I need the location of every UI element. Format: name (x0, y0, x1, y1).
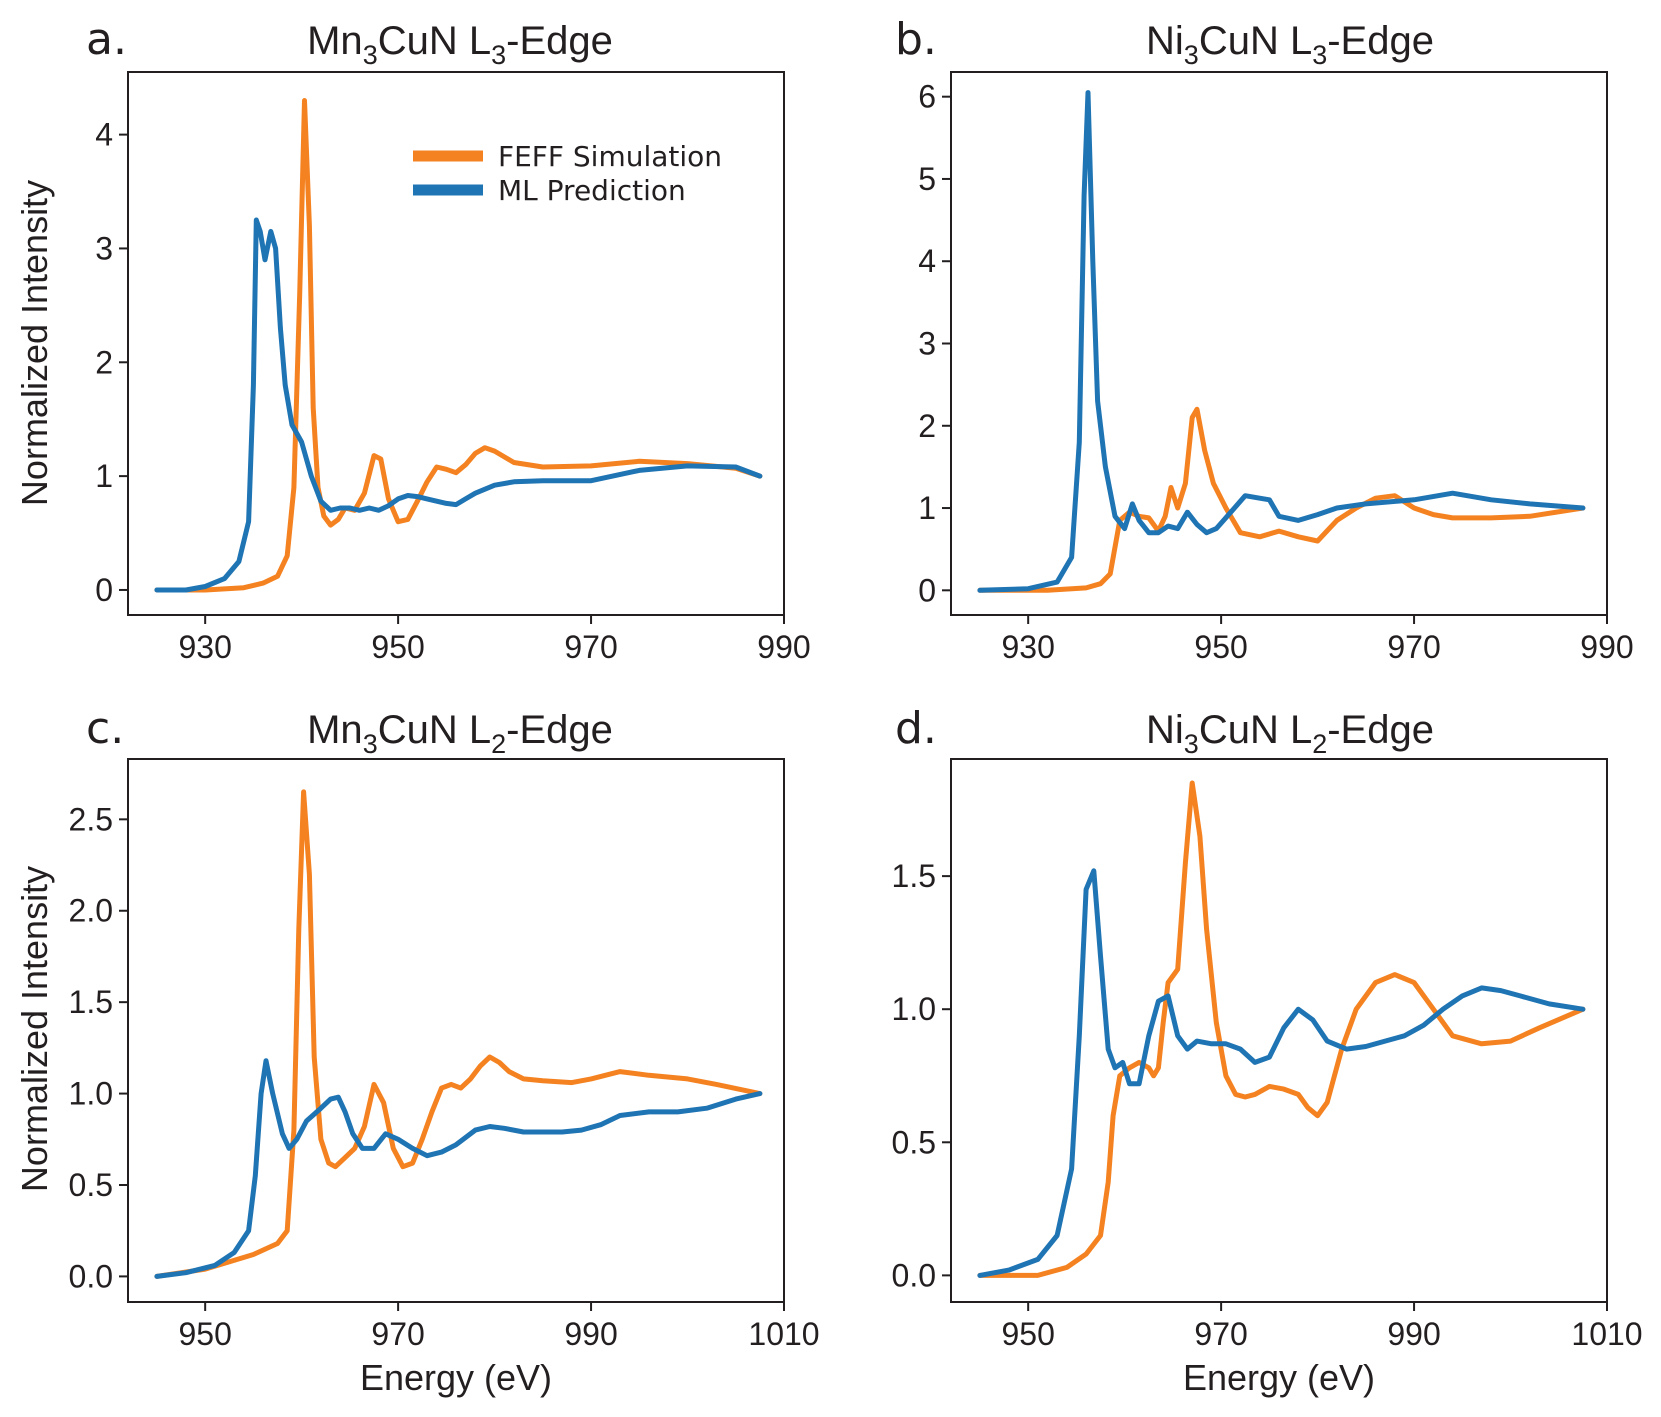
y-tick-label: 2.5 (69, 801, 113, 837)
series-line-ml (154, 217, 763, 593)
plot-frame (127, 71, 785, 616)
series-line-ml (154, 1058, 763, 1279)
y-tick-label: 1.0 (892, 991, 936, 1027)
x-tick-label: 950 (1194, 629, 1247, 665)
y-tick-label: 0 (95, 572, 113, 608)
x-tick-label: 990 (757, 629, 810, 665)
x-tick-label: 970 (1194, 1316, 1247, 1352)
y-tick-label: 3 (918, 326, 936, 362)
y-tick-label: 1.0 (69, 1076, 113, 1112)
panel-d: d. Ni3CuN L2-Edge Energy (eV) 950 970 990 1… (892, 703, 1643, 1398)
panel-letter: d. (895, 703, 937, 754)
y-tick-label: 1.5 (892, 858, 936, 894)
x-tick-label: 1010 (748, 1316, 819, 1352)
y-tick-label: 5 (918, 161, 936, 197)
series-line-ml (977, 868, 1586, 1278)
panel-title: Ni3CuN L2-Edge (1146, 708, 1434, 759)
panel-title: Mn3CuN L2-Edge (307, 708, 613, 759)
y-tick-label: 6 (918, 79, 936, 115)
y-axis-label: Normalized Intensity (14, 866, 55, 1192)
legend: FEFF Simulation ML Prediction (413, 140, 722, 207)
y-tick-label: 4 (918, 243, 936, 279)
panel-letter: a. (86, 14, 127, 65)
x-axis-label: Energy (eV) (360, 1357, 552, 1398)
x-axis-label: Energy (eV) (1183, 1357, 1375, 1398)
x-tick-label: 950 (1001, 1316, 1054, 1352)
x-tick-label: 970 (371, 1316, 424, 1352)
legend-label-feff: FEFF Simulation (498, 140, 722, 173)
x-tick-label: 950 (178, 1316, 231, 1352)
plot-frame (127, 758, 785, 1303)
series-line-feff (977, 780, 1586, 1278)
y-tick-label: 1 (95, 458, 113, 494)
y-tick-label: 4 (95, 117, 113, 153)
x-tick-label: 990 (564, 1316, 617, 1352)
x-tick-label: 930 (178, 629, 231, 665)
x-tick-label: 990 (1580, 629, 1633, 665)
y-tick-label: 0.5 (892, 1124, 936, 1160)
x-tick-label: 970 (564, 629, 617, 665)
x-tick-label: 970 (1387, 629, 1440, 665)
y-tick-label: 3 (95, 230, 113, 266)
y-tick-label: 0 (918, 572, 936, 608)
y-tick-label: 0.5 (69, 1167, 113, 1203)
panel-letter: b. (895, 14, 937, 65)
panel-a: a. Mn3CuN L3-Edge Normalized Intensity F… (14, 14, 811, 665)
y-axis-label: Normalized Intensity (14, 180, 55, 506)
panel-title: Mn3CuN L3-Edge (307, 19, 613, 70)
x-tick-label: 990 (1387, 1316, 1440, 1352)
x-tick-label: 1010 (1571, 1316, 1642, 1352)
series-line-feff (154, 789, 763, 1279)
panel-letter: c. (86, 703, 124, 754)
series-line-ml (977, 90, 1586, 593)
x-tick-label: 950 (371, 629, 424, 665)
panel-b: b. Ni3CuN L3-Edge 930 950 970 990 0 1 2 3 4 5 6 (895, 14, 1634, 665)
y-tick-label: 0.0 (892, 1257, 936, 1293)
y-tick-label: 1.5 (69, 984, 113, 1020)
y-tick-label: 2 (918, 408, 936, 444)
panel-title: Ni3CuN L3-Edge (1146, 19, 1434, 70)
y-tick-label: 2.0 (69, 893, 113, 929)
y-tick-label: 2 (95, 344, 113, 380)
panel-c: c. Mn3CuN L2-Edge Normalized Intensity E… (14, 703, 820, 1398)
y-tick-label: 0.0 (69, 1258, 113, 1294)
legend-label-ml: ML Prediction (498, 174, 686, 207)
plot-frame (950, 758, 1608, 1303)
series-line-feff (154, 98, 763, 593)
y-tick-label: 1 (918, 490, 936, 526)
x-tick-label: 930 (1001, 629, 1054, 665)
